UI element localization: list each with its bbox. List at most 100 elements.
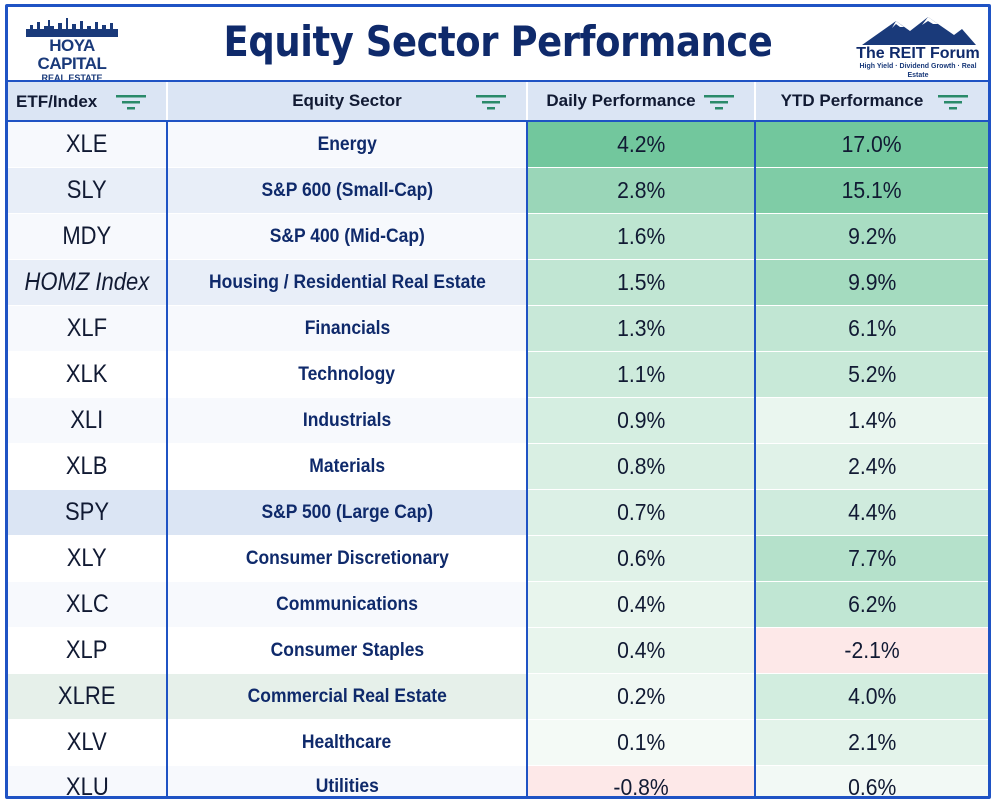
sector-cell: Healthcare (167, 719, 528, 766)
ytd-performance-cell: 9.2% (755, 213, 988, 260)
banner: HOYA CAPITAL REAL ESTATE Equity Sector P… (8, 7, 988, 83)
header-ytd-label: YTD Performance (780, 91, 924, 110)
daily-performance-cell-text: 0.7% (616, 499, 666, 525)
etf-cell: XLI (8, 397, 168, 444)
ytd-performance-cell: 4.4% (755, 489, 988, 536)
ytd-performance-cell-text: 5.2% (847, 361, 897, 387)
filter-icon[interactable] (116, 94, 146, 110)
sector-cell: Materials (167, 443, 528, 490)
table-row: XLV Healthcare 0.1% 2.1% (8, 719, 988, 766)
daily-performance-cell: 0.8% (527, 443, 756, 490)
etf-cell-text: SLY (67, 176, 107, 204)
table-row: XLK Technology 1.1% 5.2% (8, 351, 988, 398)
sector-cell-text: Financials (304, 317, 390, 339)
sector-cell-text: Energy (317, 133, 377, 155)
ytd-performance-cell-text: 15.1% (841, 177, 903, 203)
ytd-performance-cell: 1.4% (755, 397, 988, 444)
table-row: XLU Utilities -0.8% 0.6% (8, 765, 988, 799)
filter-icon[interactable] (704, 94, 734, 110)
sector-performance-table-frame: HOYA CAPITAL REAL ESTATE Equity Sector P… (5, 4, 991, 799)
filter-icon[interactable] (938, 94, 968, 110)
ytd-performance-cell-text: 9.9% (847, 269, 897, 295)
header-sector-label: Equity Sector (292, 91, 402, 110)
mountain-icon (862, 17, 976, 45)
sector-cell-text: S&P 600 (Small-Cap) (261, 179, 433, 201)
daily-performance-cell-text: 2.8% (616, 177, 666, 203)
table-row: XLE Energy 4.2% 17.0% (8, 121, 988, 168)
etf-cell-text: XLC (65, 590, 109, 618)
daily-performance-cell: 0.4% (527, 581, 756, 628)
sector-cell-text: Technology (298, 363, 396, 385)
header-etf-label: ETF/Index (16, 92, 98, 111)
etf-cell: XLP (8, 627, 168, 674)
table-row: XLB Materials 0.8% 2.4% (8, 443, 988, 490)
sector-cell-text: S&P 400 (Mid-Cap) (269, 225, 425, 247)
etf-cell-text: XLV (67, 728, 107, 756)
etf-cell-text: XLY (67, 544, 107, 572)
performance-table: ETF/Index Equity Sector Daily Performanc… (8, 82, 988, 799)
ytd-performance-cell: 5.2% (755, 351, 988, 398)
sector-cell: Utilities (167, 765, 528, 796)
daily-performance-cell-text: -0.8% (613, 773, 669, 799)
reit-forum-tagline: High Yield · Dividend Growth · Real Esta… (859, 63, 977, 79)
ytd-performance-cell-text: 0.6% (847, 773, 897, 799)
daily-performance-cell-text: 1.1% (616, 361, 666, 387)
table-row: XLY Consumer Discretionary 0.6% 7.7% (8, 535, 988, 582)
header-row: ETF/Index Equity Sector Daily Performanc… (8, 82, 988, 122)
ytd-performance-cell-text: 17.0% (841, 131, 903, 157)
filter-icon[interactable] (476, 94, 506, 110)
daily-performance-cell: 0.4% (527, 627, 756, 674)
sector-cell: S&P 600 (Small-Cap) (167, 167, 528, 214)
sector-cell: Financials (167, 305, 528, 352)
etf-cell-text: SPY (64, 498, 110, 526)
ytd-performance-cell-text: 6.1% (847, 315, 897, 341)
etf-cell: XLU (8, 765, 168, 799)
daily-performance-cell-text: 1.5% (616, 269, 666, 295)
sector-cell: Energy (167, 121, 528, 168)
skyline-icon (26, 18, 118, 37)
daily-performance-cell: -0.8% (527, 765, 756, 799)
daily-performance-cell: 1.6% (527, 213, 756, 260)
etf-cell: XLB (8, 443, 168, 490)
etf-cell-text: XLK (66, 360, 108, 388)
etf-cell-text: MDY (62, 222, 112, 250)
etf-cell: HOMZ Index (8, 259, 168, 306)
table-row: MDY S&P 400 (Mid-Cap) 1.6% 9.2% (8, 213, 988, 260)
daily-performance-cell: 0.7% (527, 489, 756, 536)
table-row: XLP Consumer Staples 0.4% -2.1% (8, 627, 988, 674)
sector-cell: Industrials (167, 397, 528, 444)
sector-cell-text: Industrials (302, 409, 392, 431)
etf-cell: XLK (8, 351, 168, 398)
ytd-performance-cell-text: 2.4% (847, 453, 897, 479)
sector-cell-text: Materials (309, 455, 385, 477)
ytd-performance-cell-text: 7.7% (847, 545, 897, 571)
ytd-performance-cell-text: -2.1% (844, 637, 900, 663)
table-row: SLY S&P 600 (Small-Cap) 2.8% 15.1% (8, 167, 988, 214)
daily-performance-cell: 0.6% (527, 535, 756, 582)
etf-cell: XLC (8, 581, 168, 628)
header-daily: Daily Performance (527, 82, 756, 122)
etf-cell: SLY (8, 167, 168, 214)
hoya-brand-text: HOYA CAPITAL (37, 36, 107, 73)
etf-cell: SPY (8, 489, 168, 536)
daily-performance-cell: 4.2% (527, 121, 756, 168)
ytd-performance-cell: 17.0% (755, 121, 988, 168)
etf-cell-text: XLE (66, 130, 108, 158)
etf-cell-text: XLU (65, 772, 109, 799)
etf-cell-text: XLP (66, 636, 108, 664)
ytd-performance-cell-text: 9.2% (847, 223, 897, 249)
daily-performance-cell: 1.3% (527, 305, 756, 352)
ytd-performance-cell: 15.1% (755, 167, 988, 214)
ytd-performance-cell-text: 4.0% (847, 683, 897, 709)
daily-performance-cell-text: 4.2% (616, 131, 666, 157)
daily-performance-cell-text: 1.3% (616, 315, 666, 341)
sector-cell-text: Consumer Discretionary (245, 547, 449, 569)
daily-performance-cell: 0.1% (527, 719, 756, 766)
hoya-capital-logo: HOYA CAPITAL REAL ESTATE (22, 17, 122, 83)
daily-performance-cell-text: 0.2% (616, 683, 666, 709)
ytd-performance-cell: 9.9% (755, 259, 988, 306)
ytd-performance-cell: 7.7% (755, 535, 988, 582)
ytd-performance-cell: 6.2% (755, 581, 988, 628)
etf-cell: XLV (8, 719, 168, 766)
etf-cell-text: XLF (66, 314, 108, 342)
